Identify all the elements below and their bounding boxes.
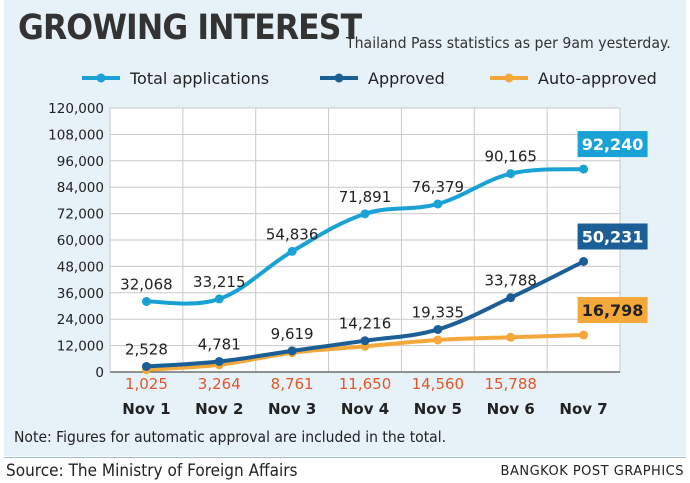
data-label-box-approved (577, 223, 648, 250)
data-label-auto-approved: 8,761 (271, 375, 314, 393)
x-tick-label: Nov 3 (268, 400, 316, 418)
legend-marker-auto-approved (504, 73, 514, 83)
data-point-approved (287, 346, 297, 356)
legend-marker-total-applications (96, 73, 106, 83)
data-point-auto-approved (433, 335, 443, 345)
y-tick-label: 72,000 (57, 207, 104, 223)
x-tick-label: Nov 2 (195, 400, 243, 418)
x-tick-label: Nov 6 (487, 400, 535, 418)
data-label-auto-approved: 1,025 (125, 375, 168, 393)
data-label-total-applications: 71,891 (339, 188, 392, 206)
data-label-approved: 4,781 (198, 335, 241, 353)
data-label-total-applications: 32,068 (120, 275, 173, 293)
data-point-auto-approved (506, 332, 516, 342)
data-label-approved: 50,231 (582, 227, 644, 246)
data-point-total-applications (141, 296, 151, 306)
data-point-total-applications (506, 169, 516, 179)
x-tick-label: Nov 4 (341, 400, 389, 418)
source-credit: Source: The Ministry of Foreign Affairs (6, 461, 298, 481)
data-label-total-applications: 76,379 (412, 178, 465, 196)
footer-divider (4, 457, 686, 458)
chart-title: GROWING INTEREST (18, 8, 362, 48)
legend-marker-approved (334, 73, 344, 83)
data-label-total-applications: 92,240 (582, 135, 644, 154)
data-label-auto-approved: 3,264 (198, 375, 241, 393)
data-point-approved (141, 361, 151, 371)
data-point-total-applications (214, 294, 224, 304)
data-point-approved (579, 256, 589, 266)
data-point-total-applications (579, 164, 589, 174)
y-tick-label: 12,000 (57, 339, 104, 355)
data-point-approved (360, 336, 370, 346)
data-point-total-applications (287, 246, 297, 256)
data-label-approved: 14,216 (339, 315, 392, 333)
data-label-auto-approved: 11,650 (339, 375, 392, 393)
y-tick-label: 96,000 (57, 154, 104, 170)
legend-label-auto-approved: Auto-approved (538, 69, 657, 88)
y-tick-label: 60,000 (57, 233, 104, 249)
data-label-approved: 19,335 (412, 303, 465, 321)
data-label-total-applications: 90,165 (484, 148, 537, 166)
y-tick-label: 24,000 (57, 312, 104, 328)
data-point-approved (214, 356, 224, 366)
y-tick-label: 36,000 (57, 286, 104, 302)
chart-note: Note: Figures for automatic approval are… (14, 428, 447, 446)
data-point-total-applications (433, 199, 443, 209)
data-label-auto-approved: 16,798 (582, 301, 644, 320)
y-tick-label: 108,000 (48, 127, 104, 143)
x-tick-label: Nov 1 (122, 400, 170, 418)
data-label-approved: 2,528 (125, 340, 168, 358)
data-point-auto-approved (579, 330, 589, 340)
data-label-approved: 33,788 (484, 272, 537, 290)
data-label-auto-approved: 14,560 (412, 375, 465, 393)
x-tick-label: Nov 7 (559, 400, 607, 418)
data-label-auto-approved: 15,788 (484, 375, 537, 393)
x-tick-label: Nov 5 (414, 400, 462, 418)
data-point-total-applications (360, 209, 370, 219)
y-tick-label: 84,000 (57, 180, 104, 196)
data-point-approved (433, 324, 443, 334)
graphics-credit: BANGKOK POST GRAPHICS (500, 464, 684, 479)
y-tick-label: 0 (95, 365, 104, 381)
y-tick-label: 120,000 (48, 101, 104, 117)
data-label-box-auto-approved (577, 297, 648, 324)
data-point-approved (506, 293, 516, 303)
chart-subtitle: Thailand Pass statistics as per 9am yest… (346, 34, 671, 52)
legend-label-approved: Approved (368, 69, 445, 88)
data-label-box-total-applications (577, 131, 648, 158)
data-label-approved: 9,619 (271, 325, 314, 343)
y-tick-label: 48,000 (57, 259, 104, 275)
data-label-total-applications: 54,836 (266, 225, 319, 243)
legend-label-total-applications: Total applications (129, 69, 269, 88)
data-label-total-applications: 33,215 (193, 273, 246, 291)
